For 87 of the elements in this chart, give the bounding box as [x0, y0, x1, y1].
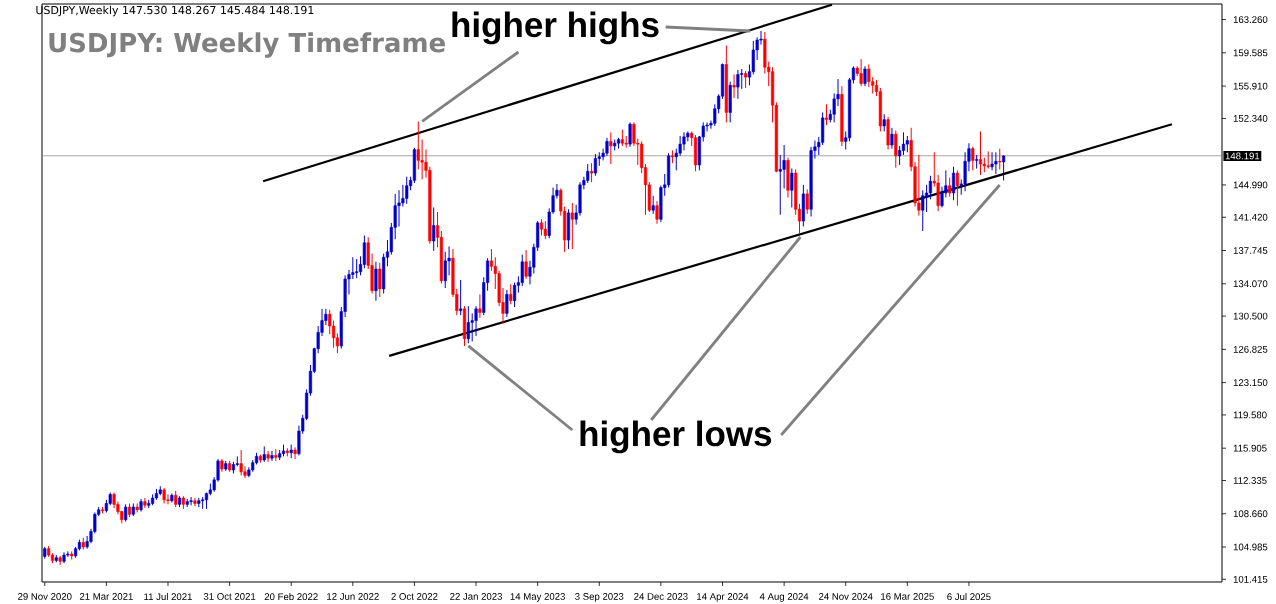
candlestick — [270, 450, 274, 462]
candlestick — [1002, 154, 1006, 181]
x-tick-label: 11 Jul 2021 — [144, 593, 192, 601]
candlestick — [374, 261, 378, 302]
annotation: higher highs — [452, 11, 659, 45]
y-tick-label: 104.985 — [1233, 543, 1268, 551]
x-tick-label: 12 Jun 2022 — [327, 593, 379, 600]
candlestick — [805, 188, 809, 215]
candlestick — [474, 305, 478, 337]
candlestick — [570, 202, 574, 250]
y-tick-label: 152.340 — [1233, 115, 1268, 122]
candlestick — [955, 169, 959, 207]
x-tick-label: 22 Jan 2023 — [450, 593, 503, 600]
y-tick-label: 163.260 — [1233, 16, 1268, 23]
y-tick-label: 137.745 — [1233, 247, 1268, 254]
candlestick — [405, 176, 409, 205]
candlestick — [239, 449, 243, 476]
x-tick-label: 2 Oct 2022 — [391, 593, 438, 600]
candlestick — [466, 305, 470, 344]
y-tick-label: 155.910 — [1233, 82, 1268, 90]
y-tick-label: 159.585 — [1233, 49, 1268, 57]
y-tick-label: 123.150 — [1233, 379, 1268, 386]
candlestick — [971, 146, 975, 171]
candlestick — [894, 130, 898, 169]
candlestick — [863, 65, 867, 87]
y-tick-label: 115.905 — [1233, 444, 1267, 452]
y-tick-label: 134.070 — [1233, 280, 1268, 288]
candlestick — [951, 166, 956, 201]
candlestick — [948, 177, 952, 198]
x-tick-label: 3 Sep 2023 — [575, 593, 624, 602]
candlestick — [917, 154, 921, 217]
candlestick — [193, 497, 197, 507]
candlestick — [489, 248, 494, 272]
x-tick-label: 24 Nov 2024 — [818, 593, 873, 600]
x-tick-label: 29 Nov 2020 — [18, 593, 72, 600]
y-tick-label: 119.580 — [1233, 411, 1267, 419]
candlestick — [505, 289, 509, 318]
candlestick — [605, 137, 609, 157]
candlestick — [921, 189, 925, 232]
candlestick — [998, 148, 1002, 170]
candlestick — [790, 168, 794, 208]
y-tick-label: 101.415 — [1233, 575, 1268, 583]
candlestick — [432, 206, 436, 252]
candlestick — [609, 131, 613, 165]
text: USDJPY: Weekly Timeframe — [49, 32, 445, 58]
candlestick — [628, 121, 632, 148]
y-tick-label: 112.335 — [1233, 477, 1267, 484]
candlestick — [590, 162, 594, 183]
y-tick-label: 126.825 — [1233, 345, 1268, 353]
candlestick — [593, 153, 597, 177]
candlestick — [651, 195, 655, 215]
candlestick — [478, 293, 482, 319]
candlestick — [355, 258, 359, 279]
candlestick — [509, 283, 513, 305]
x-tick-label: 14 May 2023 — [510, 593, 565, 602]
y-tick-label: 108.660 — [1233, 510, 1268, 518]
x-tick-label: 4 Aug 2024 — [759, 593, 809, 602]
candlestick — [890, 127, 894, 150]
candlestick — [986, 150, 990, 170]
candlestick — [994, 151, 998, 175]
ref-line-label: 148.191 — [1225, 152, 1260, 160]
x-tick-label: 16 Mar 2025 — [881, 593, 934, 600]
candlestick — [378, 262, 382, 298]
x-tick-label: 14 Apr 2024 — [697, 593, 749, 602]
x-tick-label: 24 Dec 2023 — [634, 593, 688, 600]
candlestick — [189, 496, 193, 506]
x-tick-label: 21 Mar 2021 — [79, 593, 133, 600]
x-tick-label: 31 Oct 2021 — [203, 593, 256, 600]
candlestick — [512, 282, 517, 308]
candlestick — [655, 200, 659, 225]
candlestick — [266, 450, 270, 463]
candlestick — [990, 151, 994, 171]
candlestick — [859, 58, 863, 87]
x-tick-label: 6 Jul 2025 — [947, 593, 991, 601]
annotation: higher lows — [580, 420, 772, 454]
candlestick — [524, 249, 528, 280]
candlestick — [732, 73, 736, 99]
candlestick — [736, 69, 740, 100]
candlestick — [459, 279, 463, 316]
y-tick-label: 130.500 — [1233, 312, 1268, 320]
y-tick-label: 141.420 — [1233, 213, 1268, 221]
candlestick — [293, 446, 297, 460]
annotation: USDJPY,Weekly 147.530 148.267 145.484 148.191 — [36, 5, 314, 17]
candlestick — [928, 175, 933, 200]
y-tick-label: 144.990 — [1233, 181, 1268, 189]
x-tick-label: 20 Feb 2022 — [264, 593, 318, 601]
candlestick — [143, 497, 147, 509]
